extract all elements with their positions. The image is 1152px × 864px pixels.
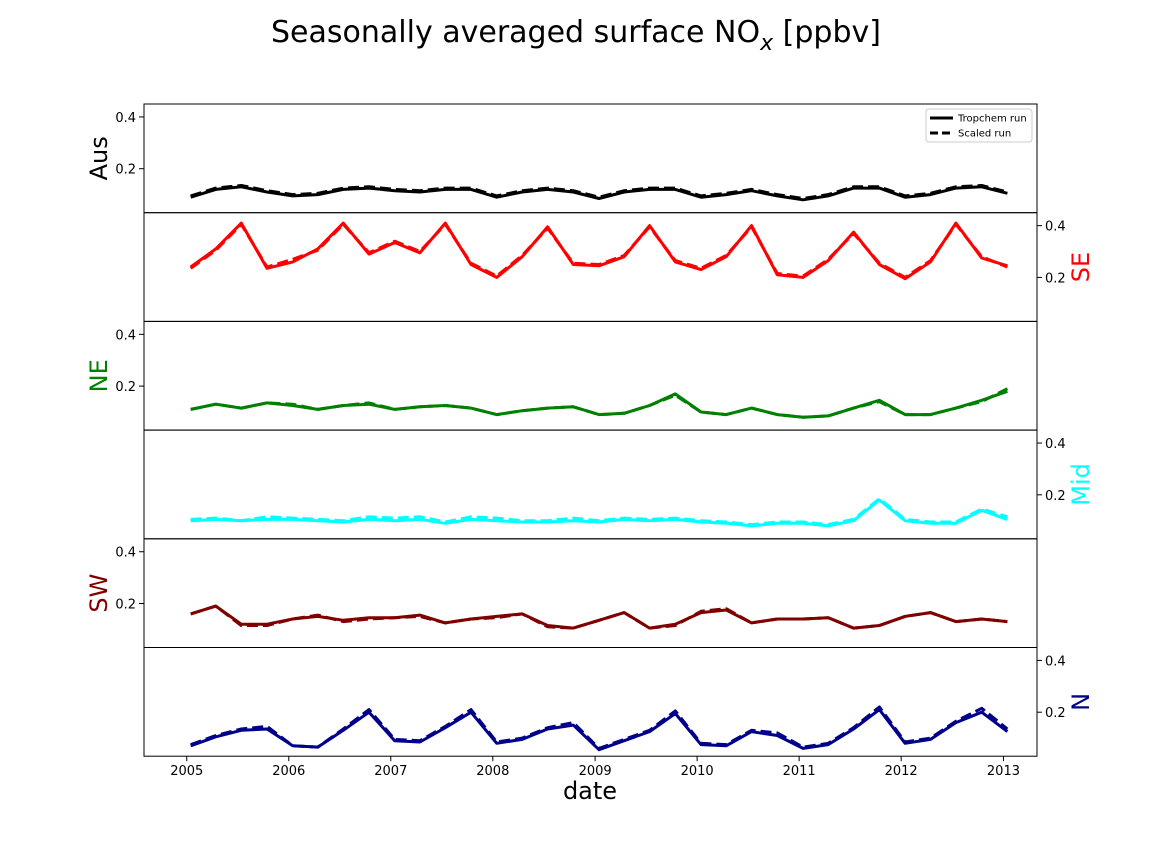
- x-axis-label: date: [563, 777, 617, 805]
- y-tick-label: 0.4: [115, 546, 136, 561]
- series-line-scaled: [189, 222, 1008, 279]
- panel-frame: [143, 647, 1038, 757]
- x-tick-label: 2007: [374, 764, 407, 779]
- panel-ne: 0.2 0.4 NE: [85, 320, 1038, 431]
- y-tick-label: 0.2: [115, 598, 136, 613]
- chart-title-suffix: [ppbv]: [773, 15, 881, 50]
- panel-label-mid: Mid: [1067, 463, 1095, 506]
- x-tick-label: 2009: [579, 764, 612, 779]
- x-tick-label: 2011: [783, 764, 816, 779]
- panel-n: 0.2 0.4 N: [143, 647, 1095, 757]
- x-tick-label: 2012: [885, 764, 918, 779]
- x-tick-label: 2008: [476, 764, 509, 779]
- y-tick-label: 0.4: [1045, 220, 1066, 235]
- panel-label-se: SE: [1067, 252, 1095, 282]
- y-tick-label: 0.2: [1045, 271, 1066, 286]
- chart-title-subscript: x: [759, 31, 774, 56]
- y-tick-label: 0.2: [115, 380, 136, 395]
- panels: 0.20.4Aus0.20.4SE0.20.4NE0.20.4Mid0.20.4…: [85, 103, 1095, 757]
- y-tick-label: 0.4: [1045, 437, 1066, 452]
- panel-frame: [143, 538, 1038, 648]
- x-tick-label: 2013: [987, 764, 1020, 779]
- legend: Tropchem run Scaled run: [925, 108, 1033, 143]
- series-line-scaled: [190, 497, 1008, 527]
- chart-title: Seasonally averaged surface NOx [ppbv]: [271, 15, 881, 56]
- y-tick-label: 0.2: [1045, 706, 1066, 721]
- series-line-scaled: [190, 184, 1008, 200]
- y-tick-label: 0.4: [115, 111, 136, 126]
- panel-label-ne: NE: [85, 359, 113, 392]
- legend-entry: Scaled run: [958, 129, 1011, 140]
- x-tick-label: 2006: [272, 764, 305, 779]
- panel-sw: 0.2 0.4SW: [85, 538, 1038, 648]
- y-tick-label: 0.2: [115, 163, 136, 178]
- panel-label-n: N: [1067, 693, 1095, 711]
- legend-entry: Tropchem run: [957, 114, 1027, 125]
- panel-label-aus: Aus: [85, 136, 113, 180]
- series-line-scaled: [190, 387, 1009, 419]
- series-line-scaled: [190, 705, 1009, 750]
- panel-label-sw: SW: [85, 574, 113, 613]
- x-tick-label: 2010: [681, 764, 714, 779]
- y-tick-label: 0.2: [1045, 489, 1066, 504]
- x-axis: 2005 2006 2007 2008 2009 2010 2011 2012 2013: [170, 756, 1020, 779]
- panel-se: 0.2 0.4 SE: [143, 212, 1095, 322]
- x-tick-label: 2005: [170, 764, 203, 779]
- series-line-scaled: [190, 604, 1008, 630]
- y-tick-label: 0.4: [1045, 654, 1066, 669]
- y-tick-label: 0.4: [115, 328, 136, 343]
